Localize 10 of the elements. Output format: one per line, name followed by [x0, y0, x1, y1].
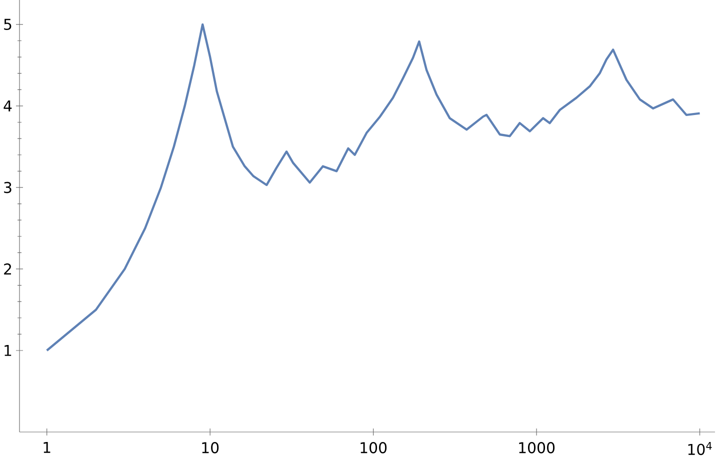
x-tick-label: 10$^{4}$	[688, 442, 712, 456]
y-tick-label: 5	[4, 18, 12, 30]
x-tick-label: 1000	[519, 442, 555, 454]
y-tick-label: 1	[4, 345, 12, 356]
y-tick-label: 2	[4, 263, 11, 275]
y-tick-label: 4	[4, 100, 12, 112]
x-tick-label: 100	[360, 442, 387, 454]
y-tick-label: 3	[4, 182, 12, 194]
x-tick-label: 10	[202, 442, 219, 454]
x-tick-label: 1	[44, 442, 50, 453]
